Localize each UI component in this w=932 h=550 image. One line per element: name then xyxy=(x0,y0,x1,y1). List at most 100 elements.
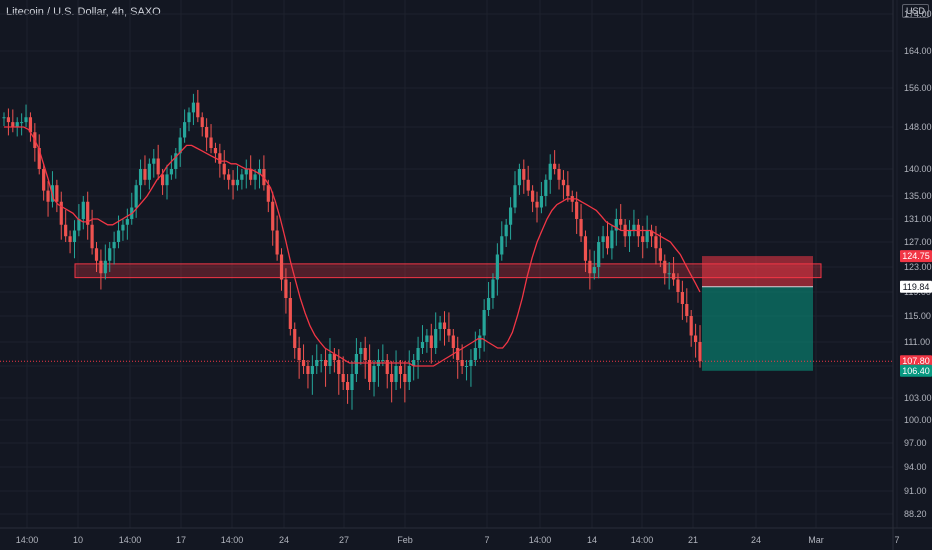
candle xyxy=(442,311,447,346)
y-tick-label: 111.00 xyxy=(904,337,930,347)
candle-body xyxy=(169,169,173,175)
x-tick-label: 17 xyxy=(176,535,186,545)
candle xyxy=(138,159,143,200)
candle xyxy=(385,354,389,389)
candle xyxy=(548,154,552,194)
candle-body xyxy=(24,117,28,123)
candle-body xyxy=(28,117,33,133)
y-tick-label: 140.00 xyxy=(904,164,932,174)
candle xyxy=(354,338,359,382)
candle xyxy=(359,342,363,365)
candle-body xyxy=(575,201,579,219)
candle xyxy=(420,325,425,354)
candle xyxy=(253,169,257,190)
stop-price-tag-bg xyxy=(900,250,932,263)
candle-body xyxy=(605,236,610,249)
candle xyxy=(108,242,112,272)
candle xyxy=(6,108,11,136)
candle xyxy=(200,112,204,137)
candle-body xyxy=(288,298,292,329)
candle xyxy=(403,361,407,403)
candle xyxy=(310,355,314,395)
candle-body xyxy=(218,153,222,164)
candle xyxy=(654,225,658,265)
stop-price-tag: 124.75 xyxy=(900,250,932,263)
candle xyxy=(500,221,504,261)
candle-body xyxy=(614,219,618,231)
candle-body xyxy=(425,335,429,342)
candle xyxy=(94,242,99,272)
candle-body xyxy=(121,224,125,231)
candle-body xyxy=(407,366,411,382)
x-tick-label: 10 xyxy=(73,535,83,545)
candle-body xyxy=(178,137,182,154)
candle-body xyxy=(125,219,129,225)
candle xyxy=(544,174,548,207)
candle-body xyxy=(59,201,63,225)
candle-body xyxy=(174,153,178,169)
x-tick-label: 14:00 xyxy=(221,535,244,545)
x-tick-label: 21 xyxy=(688,535,698,545)
candle xyxy=(37,134,41,175)
candle-body xyxy=(522,169,526,180)
candle-body xyxy=(663,260,667,274)
currency-button[interactable]: USD xyxy=(902,4,930,18)
candle xyxy=(482,299,486,352)
candle-body xyxy=(412,360,416,366)
candle-body xyxy=(478,335,482,348)
candle-body xyxy=(11,122,15,127)
candle xyxy=(46,180,50,217)
candle xyxy=(605,221,610,255)
candle-body xyxy=(266,185,270,202)
candle xyxy=(244,159,248,189)
candle xyxy=(20,113,24,136)
candle-body xyxy=(103,260,107,274)
entry-price-tag-text: 119.84 xyxy=(903,282,930,292)
candle xyxy=(561,170,566,200)
candle-body xyxy=(508,207,513,225)
candle-body xyxy=(160,174,165,186)
candle-body xyxy=(548,163,552,180)
candle-body xyxy=(486,298,491,310)
x-tick-label: 14:00 xyxy=(16,535,39,545)
candle-body xyxy=(442,322,447,329)
candle-body xyxy=(671,273,676,280)
candle-body xyxy=(20,122,24,124)
candle xyxy=(504,219,508,247)
candle-body xyxy=(398,366,403,374)
candle xyxy=(623,219,627,247)
x-tick-label: 14:00 xyxy=(529,535,552,545)
candle xyxy=(227,169,231,190)
candle xyxy=(64,209,68,242)
candle-body xyxy=(94,248,99,261)
stop-loss-zone xyxy=(702,256,813,287)
candle xyxy=(11,109,15,133)
y-tick-label: 123.00 xyxy=(904,262,932,272)
candle xyxy=(676,273,680,303)
candle xyxy=(293,322,297,359)
x-tick-label: 7 xyxy=(894,535,899,545)
candle-body xyxy=(693,335,698,342)
candle xyxy=(597,236,601,279)
candle xyxy=(583,230,588,272)
candle xyxy=(658,232,662,267)
candle-body xyxy=(231,179,235,186)
candle-body xyxy=(68,236,72,242)
candle-body xyxy=(15,122,19,127)
target-price-tag-text: 106.40 xyxy=(902,366,930,376)
candle xyxy=(579,204,583,242)
candle xyxy=(134,179,138,218)
candle-body xyxy=(55,185,59,202)
candle xyxy=(553,150,557,175)
candle-body xyxy=(222,163,226,175)
candle xyxy=(271,191,275,246)
candle-body xyxy=(526,179,530,191)
take-profit-zone xyxy=(702,286,813,371)
candle xyxy=(685,288,689,323)
candle-body xyxy=(112,242,116,249)
candle xyxy=(390,361,394,403)
candle xyxy=(112,231,116,265)
candle xyxy=(478,329,482,359)
candle xyxy=(156,144,160,180)
